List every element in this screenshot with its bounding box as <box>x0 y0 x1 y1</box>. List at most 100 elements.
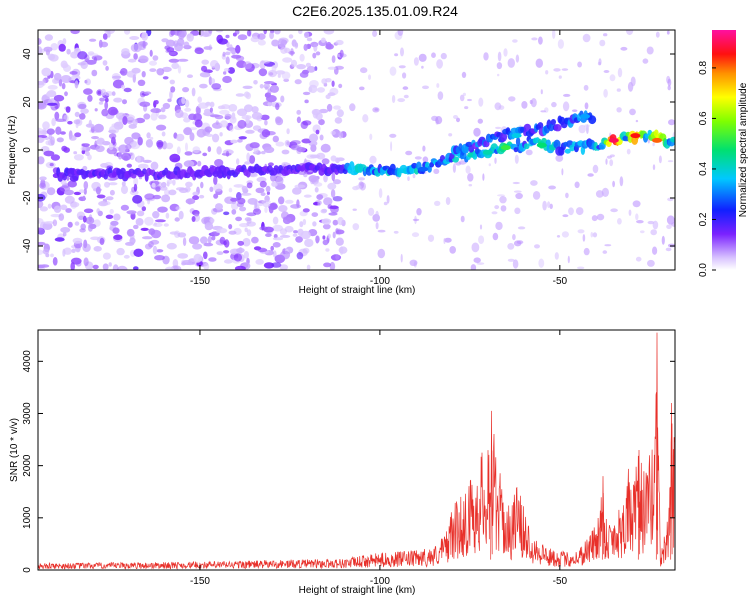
spectrogram-noise-cell <box>177 58 189 62</box>
spectrogram-noise-cell <box>224 239 230 248</box>
spectrogram-noise-cell <box>185 198 196 205</box>
spectrogram-noise-cell <box>514 207 521 215</box>
spectrogram-noise-cell <box>599 39 606 47</box>
spectrogram-noise-cell <box>300 230 311 240</box>
spectrogram-noise-cell <box>325 43 334 50</box>
spectrogram-noise-cell <box>352 223 360 231</box>
spectrogram-noise-cell <box>105 214 114 219</box>
spectrogram-noise-cell <box>64 189 74 196</box>
spectrogram-noise-cell <box>215 30 224 33</box>
spectrogram-noise-cell <box>243 251 249 259</box>
spectrogram-noise-cell <box>185 181 193 188</box>
spectrogram-noise-cell <box>329 261 336 270</box>
spectrogram-noise-cell <box>281 149 290 155</box>
spectrogram-noise-cell <box>261 129 271 138</box>
spectrogram-noise-cell <box>60 227 71 233</box>
spectrogram-noise-cell <box>162 76 169 80</box>
spectrogram-noise-cell <box>234 265 246 270</box>
spectrogram-noise-cell <box>102 252 111 260</box>
spectrogram-noise-cell <box>213 193 219 199</box>
spectrogram-noise-cell <box>587 173 594 177</box>
spectrogram-noise-cell <box>120 204 129 211</box>
spectrogram-noise-cell <box>223 211 230 216</box>
spectrogram-noise-cell <box>577 266 585 270</box>
spectrogram-noise-cell <box>512 259 519 269</box>
spectrogram-noise-cell <box>158 114 167 120</box>
spectrogram-noise-cell <box>212 133 220 143</box>
snr-series-line <box>38 332 675 570</box>
spectrogram-peak-cell <box>608 137 619 143</box>
spectrogram-noise-cell <box>443 238 446 244</box>
spectrogram-noise-cell <box>320 209 327 214</box>
spectrogram-noise-cell <box>148 241 154 248</box>
spectrogram-noise-cell <box>112 264 119 270</box>
spectrogram-noise-cell <box>306 154 317 159</box>
spectrogram-noise-cell <box>219 132 223 137</box>
spectrogram-noise-cell <box>207 235 212 244</box>
spectrogram-noise-cell <box>275 117 284 126</box>
spectrogram-noise-cell <box>172 179 176 186</box>
spectrogram-noise-cell <box>647 259 655 267</box>
spectrogram-signal-cell <box>429 161 435 168</box>
spectrogram-noise-cell <box>219 236 226 245</box>
snr-y-tick-label: 1000 <box>22 506 33 529</box>
spectrogram-noise-cell <box>192 195 200 201</box>
spectrogram-noise-cell <box>402 86 409 90</box>
spectrogram-noise-cell <box>186 33 194 42</box>
spectrogram-noise-cell <box>609 74 616 82</box>
spectrogram-noise-cell <box>49 163 54 167</box>
spectrogram-noise-cell <box>177 65 182 74</box>
spectrogram-noise-cell <box>602 250 608 254</box>
spectrogram-noise-cell <box>568 207 574 216</box>
spectrogram-noise-cell <box>204 108 211 114</box>
spectrogram-noise-cell <box>177 232 187 238</box>
spectrogram-noise-cell <box>337 217 344 226</box>
spectrogram-noise-cell <box>437 91 444 100</box>
spectrogram-noise-cell <box>316 152 326 160</box>
spectrogram-noise-cell <box>199 72 211 78</box>
spectrogram-noise-cell <box>181 260 193 265</box>
spectrogram-noise-cell <box>257 39 266 46</box>
spectrogram-noise-cell <box>222 75 233 84</box>
spectrogram-noise-cell <box>315 112 323 121</box>
spectrogram-noise-cell <box>87 94 93 102</box>
spectrogram-noise-cell <box>233 184 244 188</box>
spectrogram-noise-cell <box>273 250 277 258</box>
spectrogram-noise-cell <box>271 39 280 47</box>
spectrogram-noise-cell <box>283 78 290 83</box>
spectrogram-noise-cell <box>655 31 660 38</box>
spectrogram-noise-cell <box>152 194 162 200</box>
spectrogram-noise-cell <box>97 90 102 95</box>
spectrogram-noise-cell <box>216 251 224 256</box>
spectrogram-noise-cell <box>169 231 179 235</box>
spectrogram-noise-cell <box>322 239 329 246</box>
spectrogram-noise-cell <box>497 194 505 197</box>
spectrogram-noise-cell <box>402 72 407 79</box>
spectrogram-noise-cell <box>54 237 65 242</box>
spectrogram-noise-cell <box>405 150 413 156</box>
spectrogram-noise-cell <box>436 59 443 69</box>
spectrogram-noise-cell <box>263 146 275 153</box>
snr-y-tick-label: 2000 <box>22 454 33 477</box>
spectrogram-noise-cell <box>189 132 195 142</box>
spectrogram-noise-cell <box>38 241 46 246</box>
spectrogram-noise-cell <box>113 97 123 103</box>
spectrogram-noise-cell <box>236 108 248 117</box>
spectrogram-noise-cell <box>58 78 63 87</box>
spectrogram-noise-cell <box>313 182 323 187</box>
spectrogram-noise-cell <box>177 38 185 47</box>
spectrogram-noise-cell <box>617 218 622 225</box>
spectrogram-noise-cell <box>596 213 605 221</box>
spectrogram-noise-cell <box>280 46 288 54</box>
spectrogram-noise-cell <box>208 30 213 34</box>
spectrogram-noise-cell <box>48 54 59 62</box>
spectrogram-noise-cell <box>237 34 248 41</box>
spectrogram-noise-cell <box>256 202 264 207</box>
spectrogram-noise-cell <box>78 103 87 109</box>
spectrogram-noise-cell <box>574 181 580 189</box>
spectrogram-noise-cell <box>360 67 368 74</box>
spectrogram-noise-cell <box>54 111 60 121</box>
spectrogram-noise-cell <box>47 102 58 106</box>
spectrogram-signal-cell <box>537 122 544 129</box>
spectrogram-noise-cell <box>320 143 331 153</box>
